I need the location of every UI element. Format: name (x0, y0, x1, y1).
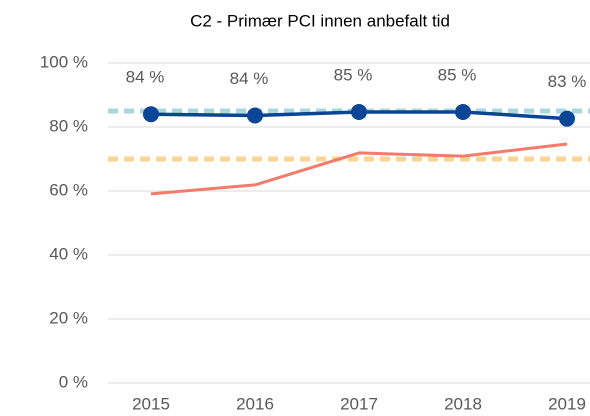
y-tick-label: 100 % (40, 52, 88, 71)
data-point (455, 103, 471, 120)
y-tick-label: 80 % (49, 116, 88, 135)
y-tick-label: 60 % (49, 180, 88, 199)
chart-title: C2 - Primær PCI innen anbefalt tid (190, 11, 450, 30)
x-tick-label: 2019 (548, 394, 586, 413)
data-point (351, 103, 367, 120)
data-point (559, 110, 575, 127)
y-tick-label: 40 % (49, 244, 88, 263)
data-label: 83 % (548, 72, 587, 91)
data-label: 84 % (230, 69, 269, 88)
x-tick-label: 2016 (236, 394, 274, 413)
data-label: 84 % (126, 68, 165, 87)
x-tick-label: 2018 (444, 394, 482, 413)
x-tick-label: 2017 (340, 394, 378, 413)
y-tick-label: 0 % (59, 372, 88, 391)
series-line (150, 142, 568, 196)
y-tick-label: 20 % (49, 308, 88, 327)
data-point (247, 107, 263, 124)
data-label: 85 % (438, 65, 477, 84)
data-point (143, 106, 159, 123)
data-label: 85 % (334, 65, 373, 84)
x-tick-label: 2015 (132, 394, 170, 413)
